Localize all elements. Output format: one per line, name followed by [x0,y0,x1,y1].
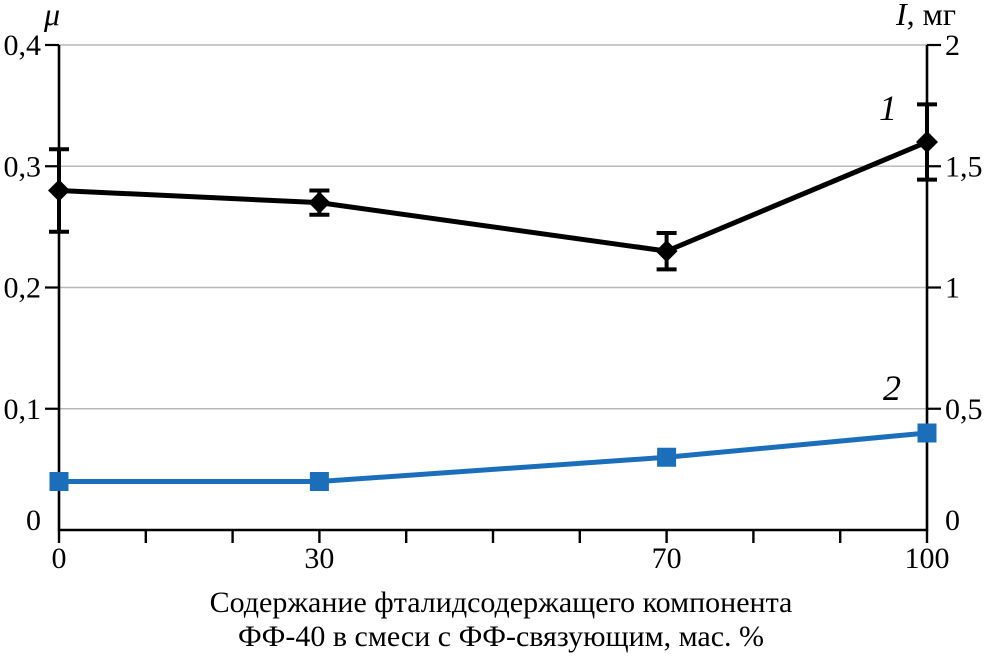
square-marker [657,447,677,467]
curve-label-2: 2 [883,368,901,408]
right-axis-tick-label: 0 [945,504,960,537]
square-marker [309,472,329,491]
diamond-marker [48,179,70,202]
right-axis-tick-label: 2 [945,29,960,62]
series-2-wear-mass-line [59,430,928,484]
x-axis-tick-label: 100 [905,542,950,575]
right-axis-title-symbol: I [896,0,907,32]
left-axis-tick-label: 0,1 [4,393,42,426]
x-axis-caption: Содержание фталидсодержащего компонента … [0,586,988,654]
diamond-marker [655,240,678,263]
right-axis-tick-label: 1 [945,272,960,305]
right-axis-title: I, мг [896,0,956,33]
square-marker [49,472,69,491]
right-axis-title-unit: , мг [906,0,957,32]
left-axis-tick-label: 0,4 [4,29,42,62]
x-axis-caption-line1: Содержание фталидсодержащего компонента [209,586,793,619]
x-axis-tick-label: 30 [304,542,334,575]
right-axis-tick-label: 1,5 [945,150,983,183]
diamond-marker [308,191,331,214]
diamond-marker [916,131,938,153]
square-marker [917,423,937,443]
series-1-friction-coefficient-line [58,139,928,254]
left-axis-tick-label: 0,3 [4,150,42,183]
curve-label-1: 1 [879,88,897,128]
right-axis-tick-label: 0,5 [945,393,983,426]
x-axis-tick-label: 0 [52,542,67,575]
x-axis-tick-label: 70 [652,542,682,575]
x-axis-caption-line2: ФФ-40 в смеси с ФФ-связующим, мас. % [237,620,765,653]
left-axis-title: μ [44,0,61,32]
left-axis-tick-label: 0,2 [4,272,42,305]
left-axis-tick-label: 0 [26,504,41,537]
